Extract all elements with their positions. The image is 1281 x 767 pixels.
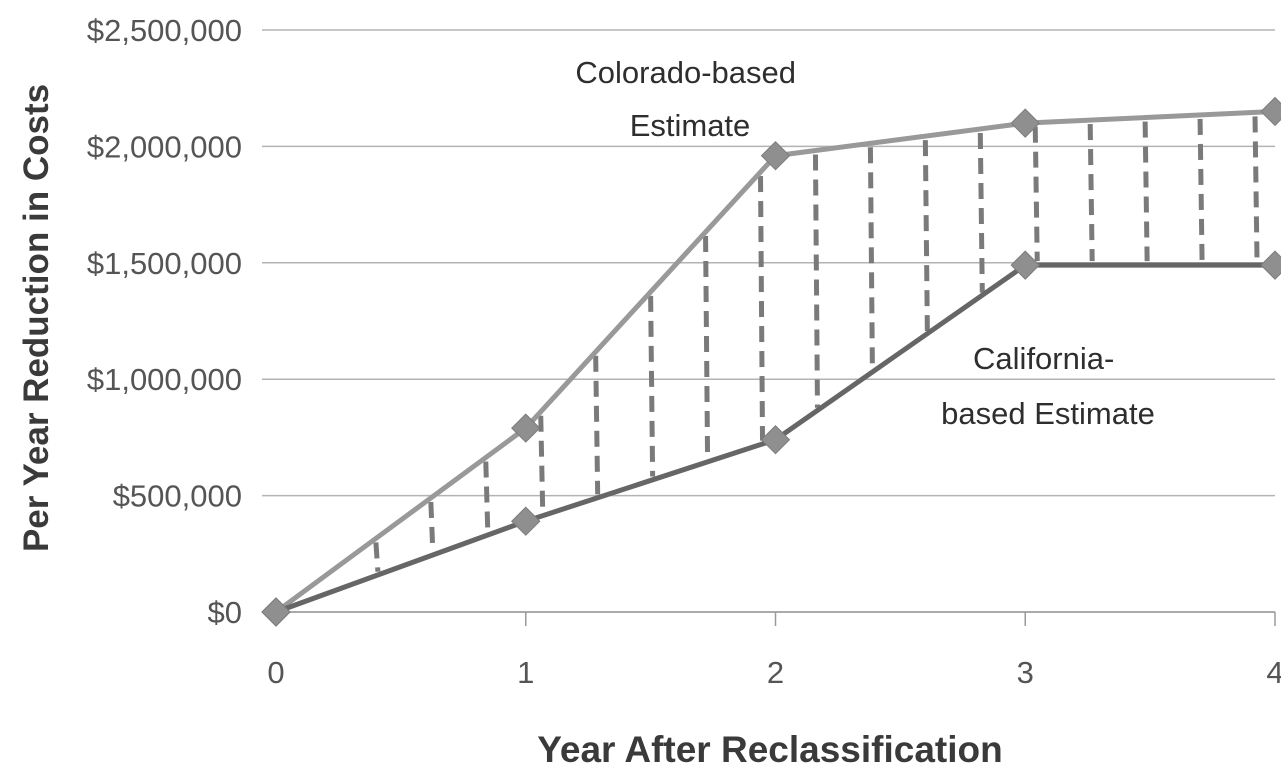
hatch-dash [373,542,381,572]
marker-california [261,597,291,627]
x-tick-label: 1 [517,655,534,690]
y-tick-label: $1,000,000 [87,362,242,397]
hatch-dash [1032,126,1040,262]
annotation-colorado-line1: Colorado-based [575,55,796,90]
marker-california [511,506,541,536]
hatch-dash [593,355,601,495]
annotation-california: California- based Estimate [941,341,1155,431]
hatch-dash [1142,121,1150,262]
hatch-dash [758,176,766,441]
hatch-dash [977,132,985,293]
marker-colorado [1260,96,1281,127]
hatch-dash [1087,124,1095,262]
hatch-dash [922,140,930,331]
marker-california [1260,250,1281,280]
hatch-dash [1252,116,1260,262]
y-tick-label: $1,500,000 [87,246,242,281]
x-axis-title: Year After Reclassification [537,729,1002,767]
series-line-colorado [274,108,1276,615]
marker-colorado [760,141,791,171]
hatch-dash [867,147,875,370]
y-tick-label: $2,500,000 [87,13,242,48]
annotation-california-line1: California- [973,341,1114,376]
hatch-dash [483,461,491,532]
y-tick-label: $0 [208,595,242,630]
y-axis-title: Per Year Reduction in Costs [17,84,56,552]
range-hatching [373,116,1260,572]
y-tick-label: $2,000,000 [87,129,242,164]
hatch-dash [648,295,656,477]
marker-california [1010,250,1040,280]
hatch-dash [1197,118,1205,262]
hatch-dash [428,501,436,552]
series-lines [274,108,1276,615]
marker-colorado [1010,108,1040,138]
hatch-dash [703,235,711,459]
data-markers [261,96,1281,627]
hatch-dash [812,154,820,408]
x-axis-ticks: 0 1 2 3 4 [267,655,1281,690]
y-axis-ticks: $0 $500,000 $1,000,000 $1,500,000 $2,000,000… [87,13,242,630]
y-tick-label: $500,000 [113,479,242,514]
annotation-california-line2: based Estimate [941,396,1155,431]
x-tick-label: 0 [267,655,284,690]
annotation-colorado: Colorado-based Estimate [575,55,804,143]
marker-colorado [511,413,541,443]
hatch-dash [538,415,546,513]
x-tick-label: 4 [1266,655,1281,690]
marker-california [760,425,791,455]
x-tick-label: 3 [1017,655,1034,690]
annotation-colorado-line2: Estimate [630,108,751,143]
x-tick-label: 2 [767,655,784,690]
